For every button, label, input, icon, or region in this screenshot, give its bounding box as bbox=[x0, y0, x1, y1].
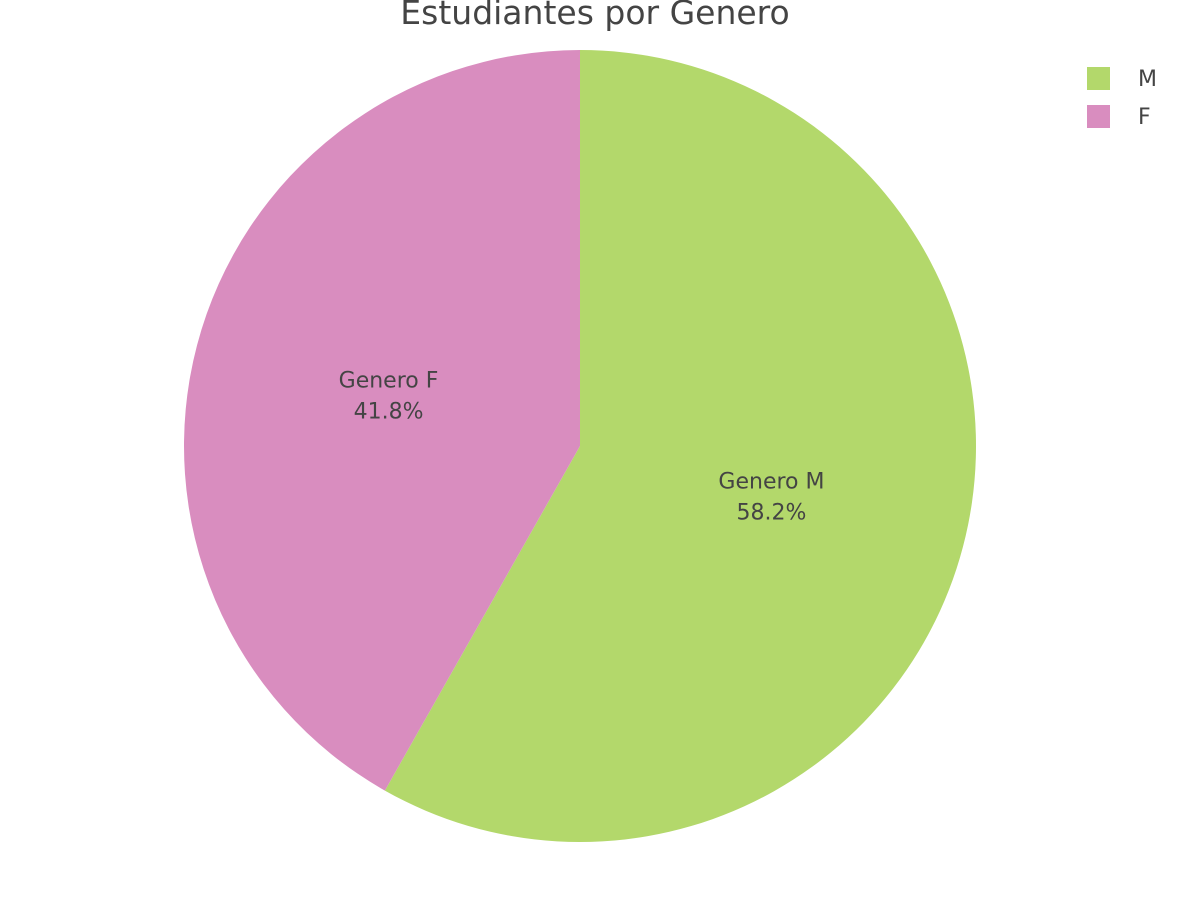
legend-item-m[interactable]: M bbox=[1087, 67, 1157, 92]
slice-percent-f: 41.8% bbox=[354, 400, 424, 425]
legend-swatch-f bbox=[1087, 105, 1110, 128]
pie-slices bbox=[184, 50, 976, 842]
slice-percent-m: 58.2% bbox=[737, 500, 807, 525]
slice-label-f: Genero F bbox=[339, 369, 439, 394]
pie-slice-m[interactable] bbox=[384, 50, 976, 842]
slice-label-m: Genero M bbox=[718, 469, 824, 494]
legend: MF bbox=[1087, 67, 1157, 130]
chart-title: Estudiantes por Genero bbox=[400, 0, 789, 32]
legend-swatch-m bbox=[1087, 67, 1110, 90]
legend-label-m: M bbox=[1138, 67, 1157, 92]
pie-slice-f[interactable] bbox=[184, 50, 580, 791]
pie-slice-labels: Genero M 58.2% Genero F 41.8% bbox=[339, 369, 825, 526]
legend-item-f[interactable]: F bbox=[1087, 105, 1151, 130]
legend-label-f: F bbox=[1138, 105, 1151, 130]
